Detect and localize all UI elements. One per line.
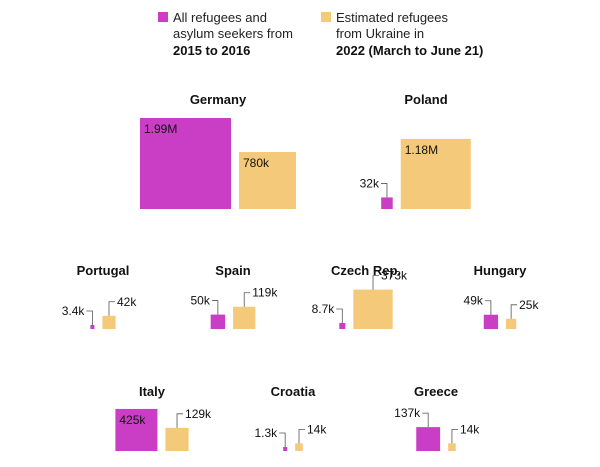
square-2022-ukraine <box>165 427 189 451</box>
value-label-2022-ukraine: 119k <box>252 286 278 300</box>
value-label-2022-ukraine: 1.18M <box>405 143 438 157</box>
panel-spain: Spain 50k 119k <box>191 263 278 329</box>
square-2022-ukraine <box>506 318 517 329</box>
legend-entry-a: All refugees and asylum seekers from 201… <box>158 10 293 58</box>
square-2015-2016 <box>210 314 226 329</box>
country-name: Italy <box>139 384 166 399</box>
value-label-2015-2016: 32k <box>360 176 380 190</box>
square-2015-2016 <box>283 447 288 451</box>
panel-poland: Poland 32k 1.18M <box>360 92 471 209</box>
panel-croatia: Croatia 1.3k 14k <box>254 384 327 451</box>
square-2022-ukraine <box>448 443 456 451</box>
value-label-2022-ukraine: 14k <box>460 422 480 436</box>
legend-b-line-1: Estimated refugees <box>336 10 449 25</box>
leader-line-2015-2016 <box>380 183 388 198</box>
value-label-2022-ukraine: 42k <box>117 295 137 309</box>
value-label-2015-2016: 49k <box>464 294 484 308</box>
legend-a-line-1: All refugees and <box>173 10 267 25</box>
leader-line-2015-2016 <box>86 310 93 325</box>
leader-line-2015-2016 <box>211 300 219 315</box>
square-2015-2016 <box>115 408 158 451</box>
value-label-2015-2016: 8.7k <box>312 302 336 316</box>
panel-italy: Italy 425k 129k <box>115 384 212 451</box>
country-name: Portugal <box>77 263 130 278</box>
value-label-2015-2016: 1.99M <box>144 122 177 136</box>
panel-greece: Greece 137k 14k <box>394 384 480 451</box>
leader-line-2022-ukraine <box>243 292 251 307</box>
legend-a-bold: 2015 to 2016 <box>173 43 250 58</box>
square-2015-2016 <box>140 118 232 209</box>
leader-line-2022-ukraine <box>176 413 184 428</box>
square-2022-ukraine <box>400 138 471 209</box>
square-2022-ukraine <box>295 443 303 451</box>
legend-b-bold: 2022 (March to June 21) <box>336 43 483 58</box>
square-2022-ukraine <box>353 289 393 329</box>
country-name: Czech Rep. <box>331 263 401 278</box>
leader-line-2022-ukraine <box>298 428 305 444</box>
leader-line-2015-2016 <box>422 412 429 428</box>
country-name: Poland <box>404 92 447 107</box>
country-name: Hungary <box>474 263 528 278</box>
legend-swatch-b <box>321 12 331 22</box>
panel-germany: Germany 1.99M 780k <box>140 92 296 209</box>
square-2022-ukraine <box>239 152 296 209</box>
leader-line-2022-ukraine <box>108 301 115 316</box>
leader-line-2022-ukraine <box>372 275 380 290</box>
country-name: Croatia <box>271 384 317 399</box>
legend-swatch-a <box>158 12 168 22</box>
square-2022-ukraine <box>102 315 116 329</box>
country-name: Spain <box>215 263 250 278</box>
square-2015-2016 <box>90 325 95 329</box>
leader-line-2015-2016 <box>484 300 492 315</box>
square-2015-2016 <box>381 197 393 209</box>
leader-line-2015-2016 <box>279 432 286 447</box>
value-label-2022-ukraine: 129k <box>185 407 212 421</box>
leader-line-2022-ukraine <box>510 304 518 319</box>
square-2015-2016 <box>416 427 441 451</box>
value-label-2022-ukraine: 14k <box>307 422 327 436</box>
value-label-2015-2016: 50k <box>191 294 211 308</box>
legend-a-line-2: asylum seekers from <box>173 26 293 41</box>
panel-portugal: Portugal 3.4k 42k <box>62 263 137 329</box>
panel-czech-rep: Czech Rep. 8.7k 373k <box>312 263 408 329</box>
value-label-2015-2016: 425k <box>119 413 146 427</box>
square-2015-2016 <box>339 322 346 329</box>
value-label-2022-ukraine: 25k <box>519 298 539 312</box>
country-name: Germany <box>190 92 247 107</box>
square-2015-2016 <box>483 314 499 329</box>
leader-line-2015-2016 <box>336 308 343 323</box>
value-label-2015-2016: 3.4k <box>62 304 86 318</box>
leader-line-2022-ukraine <box>451 428 458 444</box>
value-label-2022-ukraine: 780k <box>243 156 270 170</box>
legend-entry-b: Estimated refugees from Ukraine in 2022 … <box>321 10 483 58</box>
value-label-2015-2016: 1.3k <box>254 426 278 440</box>
country-name: Greece <box>414 384 458 399</box>
legend: All refugees and asylum seekers from 201… <box>158 10 483 58</box>
value-label-2015-2016: 137k <box>394 406 421 420</box>
panel-hungary: Hungary 49k 25k <box>464 263 539 329</box>
square-2022-ukraine <box>233 306 256 329</box>
country-panels: Germany 1.99M 780k Poland 32k 1.18M Portugal 3.… <box>62 92 539 451</box>
value-label-2022-ukraine: 373k <box>381 269 408 283</box>
legend-b-line-2: from Ukraine in <box>336 26 424 41</box>
